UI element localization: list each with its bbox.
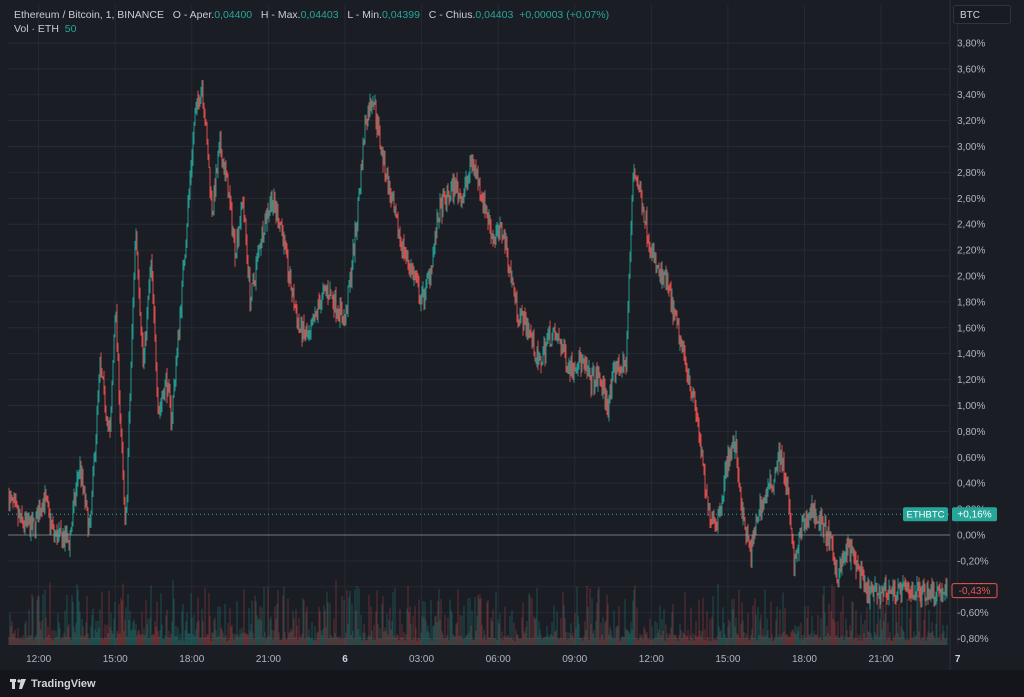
x-tick-label: 7: [955, 654, 961, 665]
x-tick-label: 18:00: [792, 654, 817, 665]
x-tick-label: 15:00: [103, 654, 128, 665]
symbol-label[interactable]: Ethereum / Bitcoin, 1, BINANCE: [14, 9, 164, 21]
y-tick-label: 1,60%: [957, 323, 985, 334]
symbol-tag: [903, 507, 948, 522]
x-tick-label: 09:00: [562, 654, 587, 665]
volume-label[interactable]: Vol · ETH: [14, 23, 59, 35]
x-tick-label: 03:00: [409, 654, 434, 665]
y-tick-label: 0,80%: [957, 427, 985, 438]
low-value: 0,04399: [381, 9, 420, 21]
last-price-tag-label: +0,16%: [957, 510, 991, 521]
open-label: O - Aper.: [172, 9, 215, 21]
x-tick-label: 12:00: [639, 654, 664, 665]
y-tick-label: 3,00%: [957, 142, 985, 153]
x-tick-label: 12:00: [26, 654, 51, 665]
tradingview-logo[interactable]: TradingView: [10, 677, 96, 691]
y-axis: 3,80% 3,60% 3,40% 3,20% 3,00% 2,80% 2,60% 2,40%…: [957, 38, 989, 645]
y-tick-label: 2,40%: [957, 220, 985, 231]
currency-button[interactable]: BTC: [953, 5, 1011, 24]
y-tick-label: 2,00%: [957, 272, 985, 283]
y-tick-label: 3,60%: [957, 64, 985, 75]
x-tick-label: 15:00: [715, 654, 740, 665]
y-tick-label: 3,20%: [957, 116, 985, 127]
x-tick-label: 21:00: [869, 654, 894, 665]
y-tick-label: 1,00%: [957, 401, 985, 412]
y-tick-label: 0,60%: [957, 453, 985, 464]
y-tick-label: -0,80%: [957, 634, 989, 645]
high-value: 0,04403: [300, 9, 339, 21]
y-tick-label: -0,20%: [957, 556, 989, 567]
y-tick-label: 2,20%: [957, 246, 985, 257]
change-value: +0,00003 (+0,07%): [519, 9, 610, 21]
chart-grid: [8, 0, 959, 670]
y-tick-label: 0,00%: [957, 530, 985, 541]
symbol-tag-label: ETHBTC: [907, 510, 945, 521]
y-tick-label: 0,40%: [957, 479, 985, 490]
x-axis: 12:00 15:00 18:00 21:00 6 03:00 06:00 09:00 12:0…: [26, 654, 961, 665]
open-value: 0,04400: [214, 9, 253, 21]
x-tick-label: 6: [342, 654, 348, 665]
tradingview-logo-icon: [10, 679, 26, 689]
close-value: 0,04403: [475, 9, 514, 21]
x-tick-label: 18:00: [179, 654, 204, 665]
footer-bar: [0, 670, 1024, 697]
tradingview-label: TradingView: [31, 678, 96, 690]
high-label: H - Max.: [260, 9, 301, 21]
x-tick-label: 06:00: [486, 654, 511, 665]
last-price-tag: [952, 507, 997, 522]
y-tick-label: 3,40%: [957, 90, 985, 101]
close-label: C - Chius.: [428, 9, 476, 21]
y-tick-label: 1,40%: [957, 349, 985, 360]
price-markers: ETHBTC +0,16% -0,43%: [8, 507, 998, 599]
chart-legend: Ethereum / Bitcoin, 1, BINANCE O - Aper.…: [14, 8, 609, 36]
y-tick-label: -0,60%: [957, 608, 989, 619]
current-change-tag: [951, 583, 998, 599]
y-tick-label: 2,60%: [957, 194, 985, 205]
y-tick-label: 2,80%: [957, 168, 985, 179]
volume-bars: [8, 580, 948, 645]
low-label: L - Min.: [347, 9, 382, 21]
x-tick-label: 21:00: [256, 654, 281, 665]
y-tick-label: 1,80%: [957, 297, 985, 308]
candlestick-series: [8, 79, 948, 610]
y-tick-label: 1,20%: [957, 375, 985, 386]
y-tick-label: 3,80%: [957, 38, 985, 49]
current-change-tag-label: -0,43%: [959, 586, 991, 597]
volume-value: 50: [64, 23, 77, 35]
